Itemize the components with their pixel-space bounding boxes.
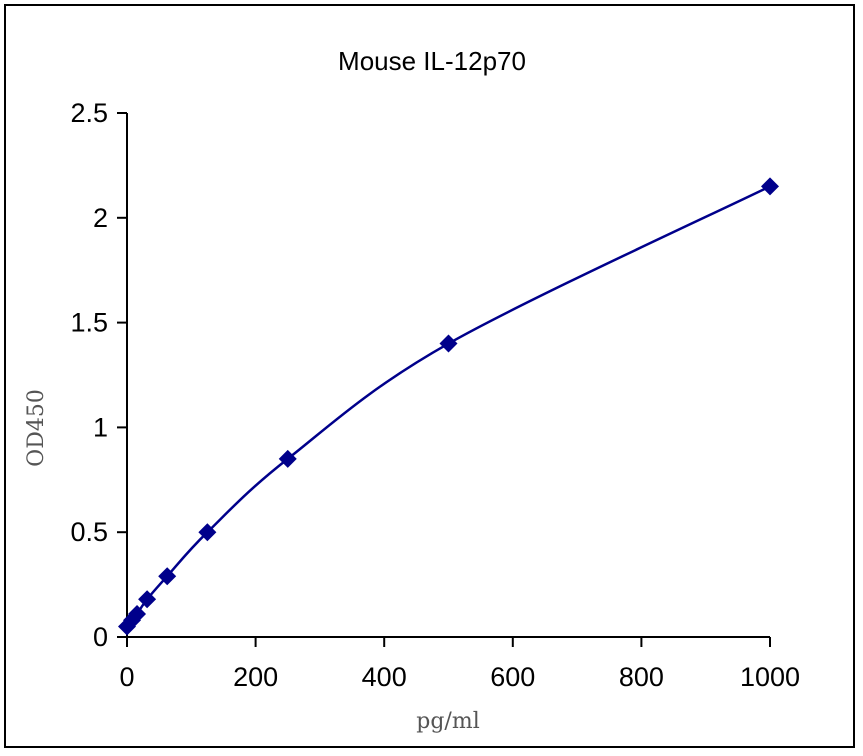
- y-tick-label: 2.5: [70, 98, 108, 128]
- data-point: [761, 177, 779, 196]
- y-tick-label: 2: [93, 203, 108, 233]
- series-layer: [118, 177, 779, 636]
- x-tick-label: 1000: [740, 662, 800, 692]
- axes: 0 0.5 1 1.5 2 2.5 0 200 400 600 800 1000: [70, 98, 800, 692]
- data-point: [198, 523, 217, 542]
- data-point: [128, 604, 147, 623]
- x-tick-label: 200: [233, 662, 278, 692]
- y-tick-label: 0: [93, 622, 108, 652]
- data-point: [439, 334, 458, 353]
- data-point: [278, 449, 297, 468]
- y-tick-label: 0.5: [70, 517, 108, 547]
- fit-curve: [126, 185, 771, 628]
- x-axis-title: pg/ml: [416, 709, 479, 734]
- x-tick-label: 600: [490, 662, 535, 692]
- x-tick-label: 800: [619, 662, 664, 692]
- chart-title: Mouse IL-12p70: [338, 46, 526, 76]
- y-axis-title: OD450: [24, 389, 49, 467]
- data-point: [158, 567, 177, 586]
- data-point: [138, 590, 157, 609]
- x-tick-label: 400: [362, 662, 407, 692]
- y-tick-label: 1: [93, 412, 108, 442]
- y-tick-label: 1.5: [70, 308, 108, 338]
- x-tick-label: 0: [119, 662, 134, 692]
- chart-frame: [4, 4, 855, 748]
